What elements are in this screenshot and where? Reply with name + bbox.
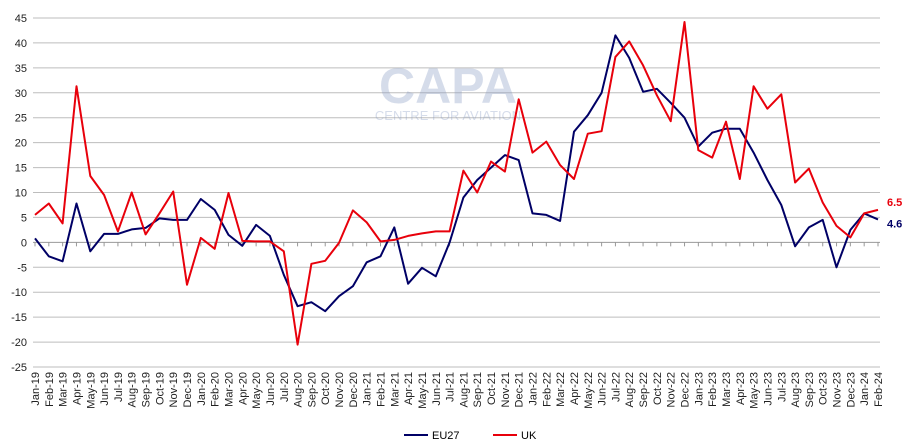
x-tick-label: Jul-19 bbox=[113, 372, 125, 402]
x-tick-label: Aug-23 bbox=[790, 372, 802, 407]
x-tick-label: Nov-21 bbox=[500, 372, 512, 407]
x-tick-label: Aug-20 bbox=[293, 372, 305, 407]
x-tick-label: Feb-21 bbox=[375, 372, 387, 407]
y-tick-label: 40 bbox=[15, 38, 27, 50]
x-tick-label: Dec-23 bbox=[845, 372, 857, 407]
series-line-uk bbox=[34, 21, 879, 346]
y-tick-label: 15 bbox=[15, 163, 27, 175]
x-tick-label: Sep-19 bbox=[141, 372, 153, 407]
y-tick-label: 45 bbox=[15, 13, 27, 25]
x-tick-label: Mar-22 bbox=[555, 372, 567, 407]
y-tick-label: 20 bbox=[15, 138, 27, 150]
legend-label-eu27: EU27 bbox=[432, 430, 460, 442]
x-tick-label: Feb-22 bbox=[541, 372, 553, 407]
x-tick-label: Aug-22 bbox=[624, 372, 636, 407]
x-tick-label: Mar-21 bbox=[389, 372, 401, 407]
x-tick-label: Feb-20 bbox=[210, 372, 222, 407]
x-tick-label: Dec-20 bbox=[348, 372, 360, 407]
x-tick-label: Jun-20 bbox=[265, 372, 277, 406]
x-tick-label: Feb-19 bbox=[44, 372, 56, 407]
x-tick-label: May-23 bbox=[749, 372, 761, 409]
x-tick-label: Jan-20 bbox=[196, 372, 208, 406]
x-tick-label: Oct-19 bbox=[154, 372, 166, 405]
x-tick-label: Sep-22 bbox=[638, 372, 650, 407]
x-tick-label: Apr-23 bbox=[735, 372, 747, 405]
x-tick-label: Sep-23 bbox=[804, 372, 816, 407]
x-tick-label: Jun-23 bbox=[762, 372, 774, 406]
x-tick-label: Nov-22 bbox=[666, 372, 678, 407]
x-tick-label: Apr-20 bbox=[237, 372, 249, 405]
x-tick-label: Jun-19 bbox=[99, 372, 111, 406]
x-tick-label: May-19 bbox=[85, 372, 97, 409]
legend-label-uk: UK bbox=[521, 430, 537, 442]
y-tick-label: -15 bbox=[11, 312, 27, 324]
x-tick-label: Oct-21 bbox=[486, 372, 498, 405]
x-tick-label: Jul-21 bbox=[445, 372, 457, 402]
x-tick-label: Nov-19 bbox=[168, 372, 180, 407]
end-label-uk: 6.5 bbox=[887, 197, 902, 209]
x-tick-label: Nov-20 bbox=[334, 372, 346, 407]
x-tick-label: Mar-23 bbox=[721, 372, 733, 407]
x-tick-label: Feb-23 bbox=[707, 372, 719, 407]
y-tick-label: -10 bbox=[11, 287, 27, 299]
x-tick-label: Sep-20 bbox=[306, 372, 318, 407]
x-tick-label: Mar-19 bbox=[58, 372, 70, 407]
x-tick-label: Oct-22 bbox=[652, 372, 664, 405]
x-tick-label: Jan-19 bbox=[30, 372, 42, 406]
x-tick-label: Jul-23 bbox=[776, 372, 788, 402]
x-tick-label: Jan-21 bbox=[362, 372, 374, 406]
x-tick-label: Dec-19 bbox=[182, 372, 194, 407]
x-tick-label: Jun-21 bbox=[431, 372, 443, 406]
y-tick-label: 10 bbox=[15, 188, 27, 200]
x-tick-label: Apr-22 bbox=[569, 372, 581, 405]
y-tick-label: 0 bbox=[21, 237, 27, 249]
x-tick-label: Dec-22 bbox=[680, 372, 692, 407]
x-tick-label: Apr-19 bbox=[71, 372, 83, 405]
y-tick-label: 30 bbox=[15, 88, 27, 100]
watermark-tagline: CENTRE FOR AVIATION bbox=[375, 108, 521, 123]
x-tick-label: Jan-24 bbox=[859, 372, 871, 406]
watermark-logo: CAPA bbox=[379, 58, 517, 114]
y-axis: -25 -20 -15 -10 -5 0 5 10 15 20 25 30 35 40 45 bbox=[11, 13, 27, 374]
x-tick-label: Sep-21 bbox=[472, 372, 484, 407]
x-tick-label: Apr-21 bbox=[403, 372, 415, 405]
y-tick-label: -5 bbox=[17, 262, 27, 274]
y-tick-label: 5 bbox=[21, 212, 27, 224]
x-tick-label: Oct-20 bbox=[320, 372, 332, 405]
x-tick-label: Jan-22 bbox=[528, 372, 540, 406]
series-line-eu27 bbox=[34, 34, 879, 313]
x-tick-label: May-21 bbox=[417, 372, 429, 409]
x-tick-label: Jan-23 bbox=[693, 372, 705, 406]
x-tick-label: May-22 bbox=[583, 372, 595, 409]
x-tick-label: Mar-20 bbox=[223, 372, 235, 407]
y-tick-label: 25 bbox=[15, 113, 27, 125]
x-tick-label: Nov-23 bbox=[832, 372, 844, 407]
series-lines: 4.6 6.5 bbox=[34, 21, 902, 346]
legend: EU27 UK bbox=[404, 430, 537, 442]
x-tick-label: May-20 bbox=[251, 372, 263, 409]
x-tick-label: Jun-22 bbox=[597, 372, 609, 406]
x-axis: Jan-19 Feb-19 Mar-19 Apr-19 May-19 Jun-19 Jul-… bbox=[30, 242, 885, 409]
watermark: CAPA CENTRE FOR AVIATION bbox=[375, 58, 521, 123]
x-tick-label: Feb-24 bbox=[873, 372, 885, 407]
x-tick-label: Aug-19 bbox=[127, 372, 139, 407]
x-tick-label: Dec-21 bbox=[514, 372, 526, 407]
x-tick-label: Jul-22 bbox=[610, 372, 622, 402]
x-tick-label: Jul-20 bbox=[279, 372, 291, 402]
x-tick-label: Oct-23 bbox=[818, 372, 830, 405]
end-label-eu27: 4.6 bbox=[887, 218, 902, 230]
y-tick-label: -25 bbox=[11, 362, 27, 374]
y-tick-label: 35 bbox=[15, 63, 27, 75]
y-tick-label: -20 bbox=[11, 337, 27, 349]
x-tick-label: Aug-21 bbox=[458, 372, 470, 407]
